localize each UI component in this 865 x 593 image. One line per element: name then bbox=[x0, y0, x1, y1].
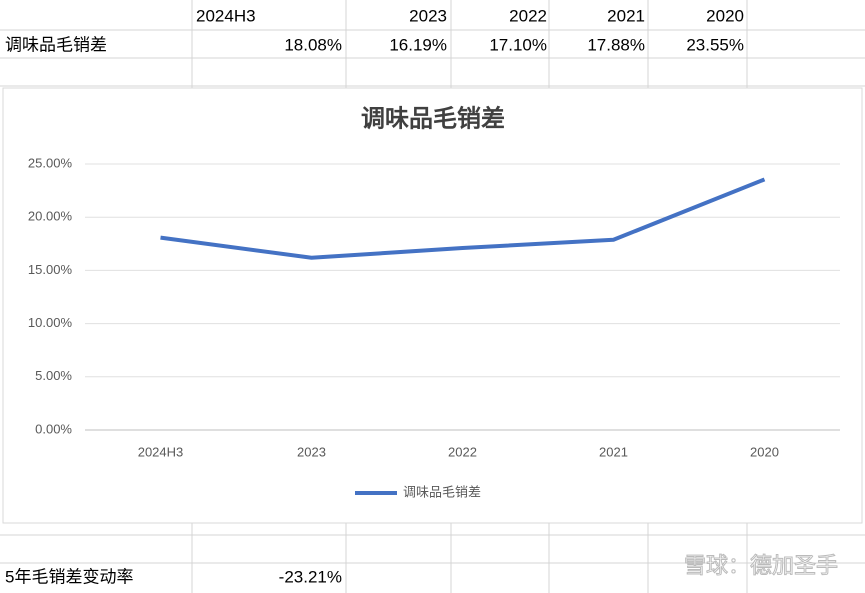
x-tick-label: 2020 bbox=[750, 444, 779, 459]
x-tick-label: 2021 bbox=[599, 444, 628, 459]
value-cell: 18.08% bbox=[284, 35, 342, 54]
chart-title: 调味品毛销差 bbox=[361, 104, 505, 132]
y-tick-label: 15.00% bbox=[28, 262, 73, 277]
y-tick-label: 10.00% bbox=[28, 315, 73, 330]
summary-value: -23.21% bbox=[279, 567, 342, 586]
x-tick-label: 2023 bbox=[297, 444, 326, 459]
legend-label: 调味品毛销差 bbox=[403, 484, 481, 499]
y-tick-label: 5.00% bbox=[35, 368, 72, 383]
x-tick-label: 2024H3 bbox=[138, 444, 184, 459]
header-cell: 2021 bbox=[607, 6, 645, 25]
header-cell: 2023 bbox=[409, 6, 447, 25]
y-tick-label: 20.00% bbox=[28, 209, 73, 224]
y-tick-label: 25.00% bbox=[28, 155, 73, 170]
chart-area bbox=[2, 87, 863, 524]
watermark: 雪球：德加圣手 bbox=[684, 553, 838, 578]
row-label: 调味品毛销差 bbox=[5, 35, 107, 54]
value-cell: 17.88% bbox=[587, 35, 645, 54]
y-tick-label: 0.00% bbox=[35, 421, 72, 436]
header-cell: 2024H3 bbox=[196, 6, 256, 25]
value-cell: 16.19% bbox=[389, 35, 447, 54]
x-tick-label: 2022 bbox=[448, 444, 477, 459]
header-cell: 2022 bbox=[509, 6, 547, 25]
value-cell: 17.10% bbox=[489, 35, 547, 54]
line-series bbox=[160, 177, 766, 260]
header-cell: 2020 bbox=[706, 6, 744, 25]
summary-label: 5年毛销差变动率 bbox=[5, 567, 133, 586]
value-cell: 23.55% bbox=[686, 35, 744, 54]
